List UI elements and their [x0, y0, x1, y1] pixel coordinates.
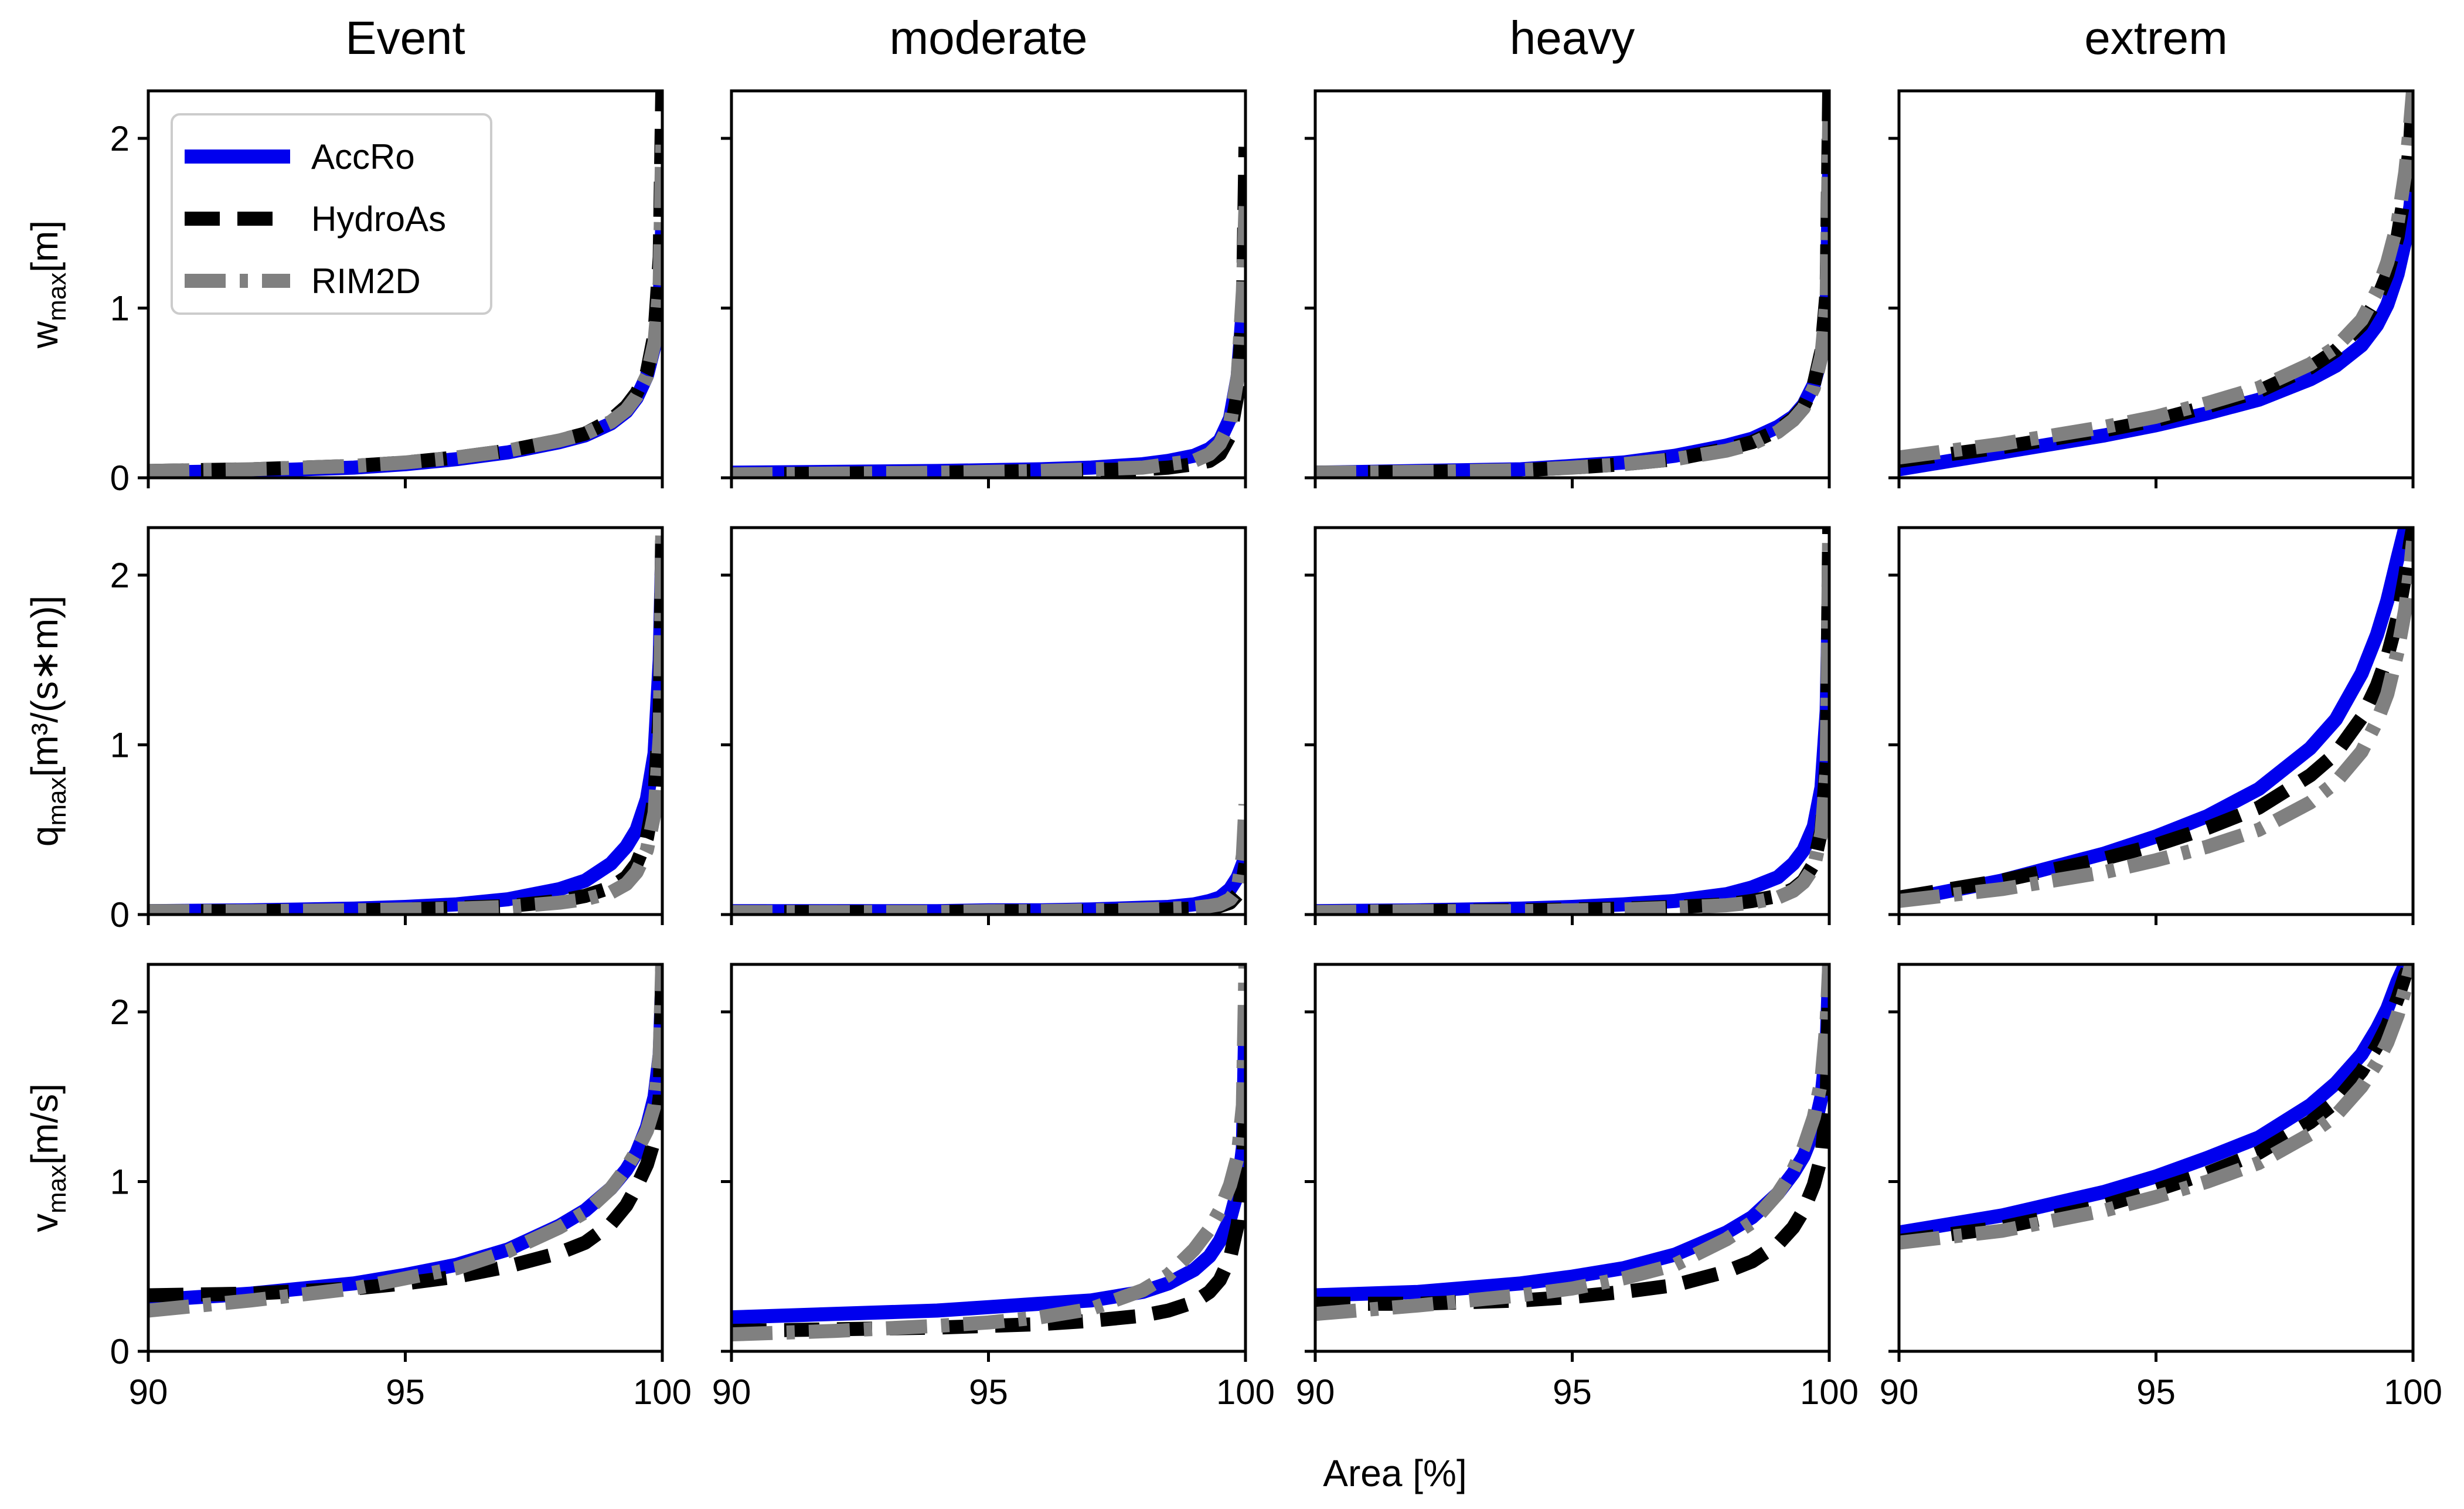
x-tick-label: 100	[633, 1372, 692, 1412]
series-line-rim2d	[148, 138, 662, 478]
series-line-rim2d	[148, 964, 662, 1318]
series-line-accro	[148, 541, 662, 915]
panel-r2-c0: 0 1 2 90 95 100	[110, 963, 692, 1412]
panel-frame	[147, 526, 664, 916]
row-label-sub: max	[43, 1165, 72, 1214]
panel-r1-c0: 0 1 2	[110, 526, 664, 934]
row-label-main: q	[23, 826, 66, 847]
series-line-accro	[1315, 575, 1829, 915]
panel-frame	[1897, 963, 2415, 1353]
row-label-2: vmax[m/s]	[23, 1083, 72, 1232]
series-line-hydroas	[148, 528, 662, 915]
column-title-2: heavy	[1510, 12, 1635, 64]
x-tick-label: 95	[969, 1372, 1008, 1412]
column-title-0: Event	[345, 12, 465, 64]
panel-frame	[730, 526, 1247, 916]
panel-r2-c1: 90 95 100	[712, 963, 1275, 1412]
series-line-rim2d	[1315, 121, 1829, 478]
legend-label-accro: AccRo	[311, 137, 415, 176]
series-line-rim2d	[1899, 91, 2413, 465]
row-label-sub: max	[43, 777, 72, 825]
x-tick-label: 100	[2384, 1372, 2442, 1412]
series-line-hydroas	[148, 964, 662, 1303]
series-line-accro	[1315, 964, 1829, 1303]
y-tick-label: 0	[110, 1332, 130, 1371]
panel-r0-c1	[721, 89, 1247, 488]
y-tick-label: 0	[110, 458, 130, 498]
series-line-rim2d	[148, 528, 662, 915]
series-line-hydroas	[1899, 91, 2413, 468]
x-tick-label: 90	[1880, 1372, 1919, 1412]
panel-frame	[730, 963, 1247, 1353]
y-tick-label: 1	[110, 1163, 130, 1202]
legend-label-hydroas: HydroAs	[311, 199, 446, 239]
series-line-rim2d	[1315, 964, 1829, 1321]
x-tick-label: 90	[712, 1372, 751, 1412]
series-line-accro	[148, 977, 662, 1308]
row-label-0: wmax[m]	[23, 220, 72, 349]
legend-box	[171, 113, 492, 315]
series-line-hydroas	[1899, 964, 2413, 1248]
series-line-rim2d	[731, 964, 1245, 1342]
panel-frame	[1313, 526, 1831, 916]
x-tick-label: 95	[1553, 1372, 1592, 1412]
x-axis-label: Area [%]	[1323, 1452, 1466, 1494]
x-tick-label: 100	[1216, 1372, 1275, 1412]
panel-r1-c1	[721, 526, 1247, 925]
y-tick-label: 2	[110, 119, 130, 158]
column-title-1: moderate	[890, 12, 1088, 64]
series-line-hydroas	[1315, 964, 1829, 1311]
panel-r1-c2	[1305, 526, 1831, 925]
panel-r2-c3: 90 95 100	[1880, 963, 2442, 1412]
series-line-rim2d	[731, 206, 1245, 478]
legend-label-rim2d: RIM2D	[311, 261, 421, 301]
column-title-3: extrem	[2084, 12, 2228, 64]
series-line-accro	[1899, 180, 2413, 477]
panel-r0-c3	[1888, 89, 2415, 488]
row-label-1: qmax[m³/(s∗m)]	[23, 596, 72, 847]
row-label-main: w	[23, 321, 66, 349]
y-tick-label: 1	[110, 289, 130, 328]
series-line-accro	[1315, 164, 1829, 478]
row-label-sub: max	[43, 273, 72, 321]
row-label-unit: [m]	[23, 220, 66, 273]
row-label-unit: [m³/(s∗m)]	[23, 596, 66, 777]
row-label-unit: [m/s]	[23, 1083, 66, 1165]
panel-r0-c2	[1305, 89, 1831, 488]
legend: AccRo HydroAs RIM2D	[171, 113, 492, 315]
series-line-hydroas	[731, 147, 1245, 478]
series-line-rim2d	[731, 804, 1245, 915]
x-tick-label: 90	[129, 1372, 168, 1412]
series-line-rim2d	[1315, 528, 1829, 915]
series-line-rim2d	[1899, 540, 2413, 908]
panel-r0-c0: 0 1 2	[110, 89, 664, 498]
panel-frame	[730, 89, 1247, 480]
series-line-hydroas	[731, 1096, 1245, 1338]
row-label-main: v	[23, 1214, 66, 1232]
panel-frame	[1313, 89, 1831, 480]
x-tick-label: 95	[2136, 1372, 2176, 1412]
x-tick-label: 100	[1800, 1372, 1859, 1412]
x-tick-label: 90	[1296, 1372, 1335, 1412]
x-tick-label: 95	[386, 1372, 425, 1412]
series-line-accro	[1899, 528, 2413, 908]
panel-r1-c3	[1888, 526, 2415, 925]
y-tick-label: 2	[110, 556, 130, 595]
series-line-accro	[731, 281, 1245, 478]
y-tick-label: 0	[110, 895, 130, 934]
panel-r2-c2: 90 95 100	[1296, 963, 1859, 1412]
y-tick-label: 1	[110, 726, 130, 765]
series-line-hydroas	[1899, 528, 2413, 905]
series-line-rim2d	[1899, 964, 2413, 1250]
y-tick-label: 2	[110, 993, 130, 1032]
series-line-hydroas	[1315, 528, 1829, 915]
series-line-hydroas	[1315, 91, 1829, 478]
